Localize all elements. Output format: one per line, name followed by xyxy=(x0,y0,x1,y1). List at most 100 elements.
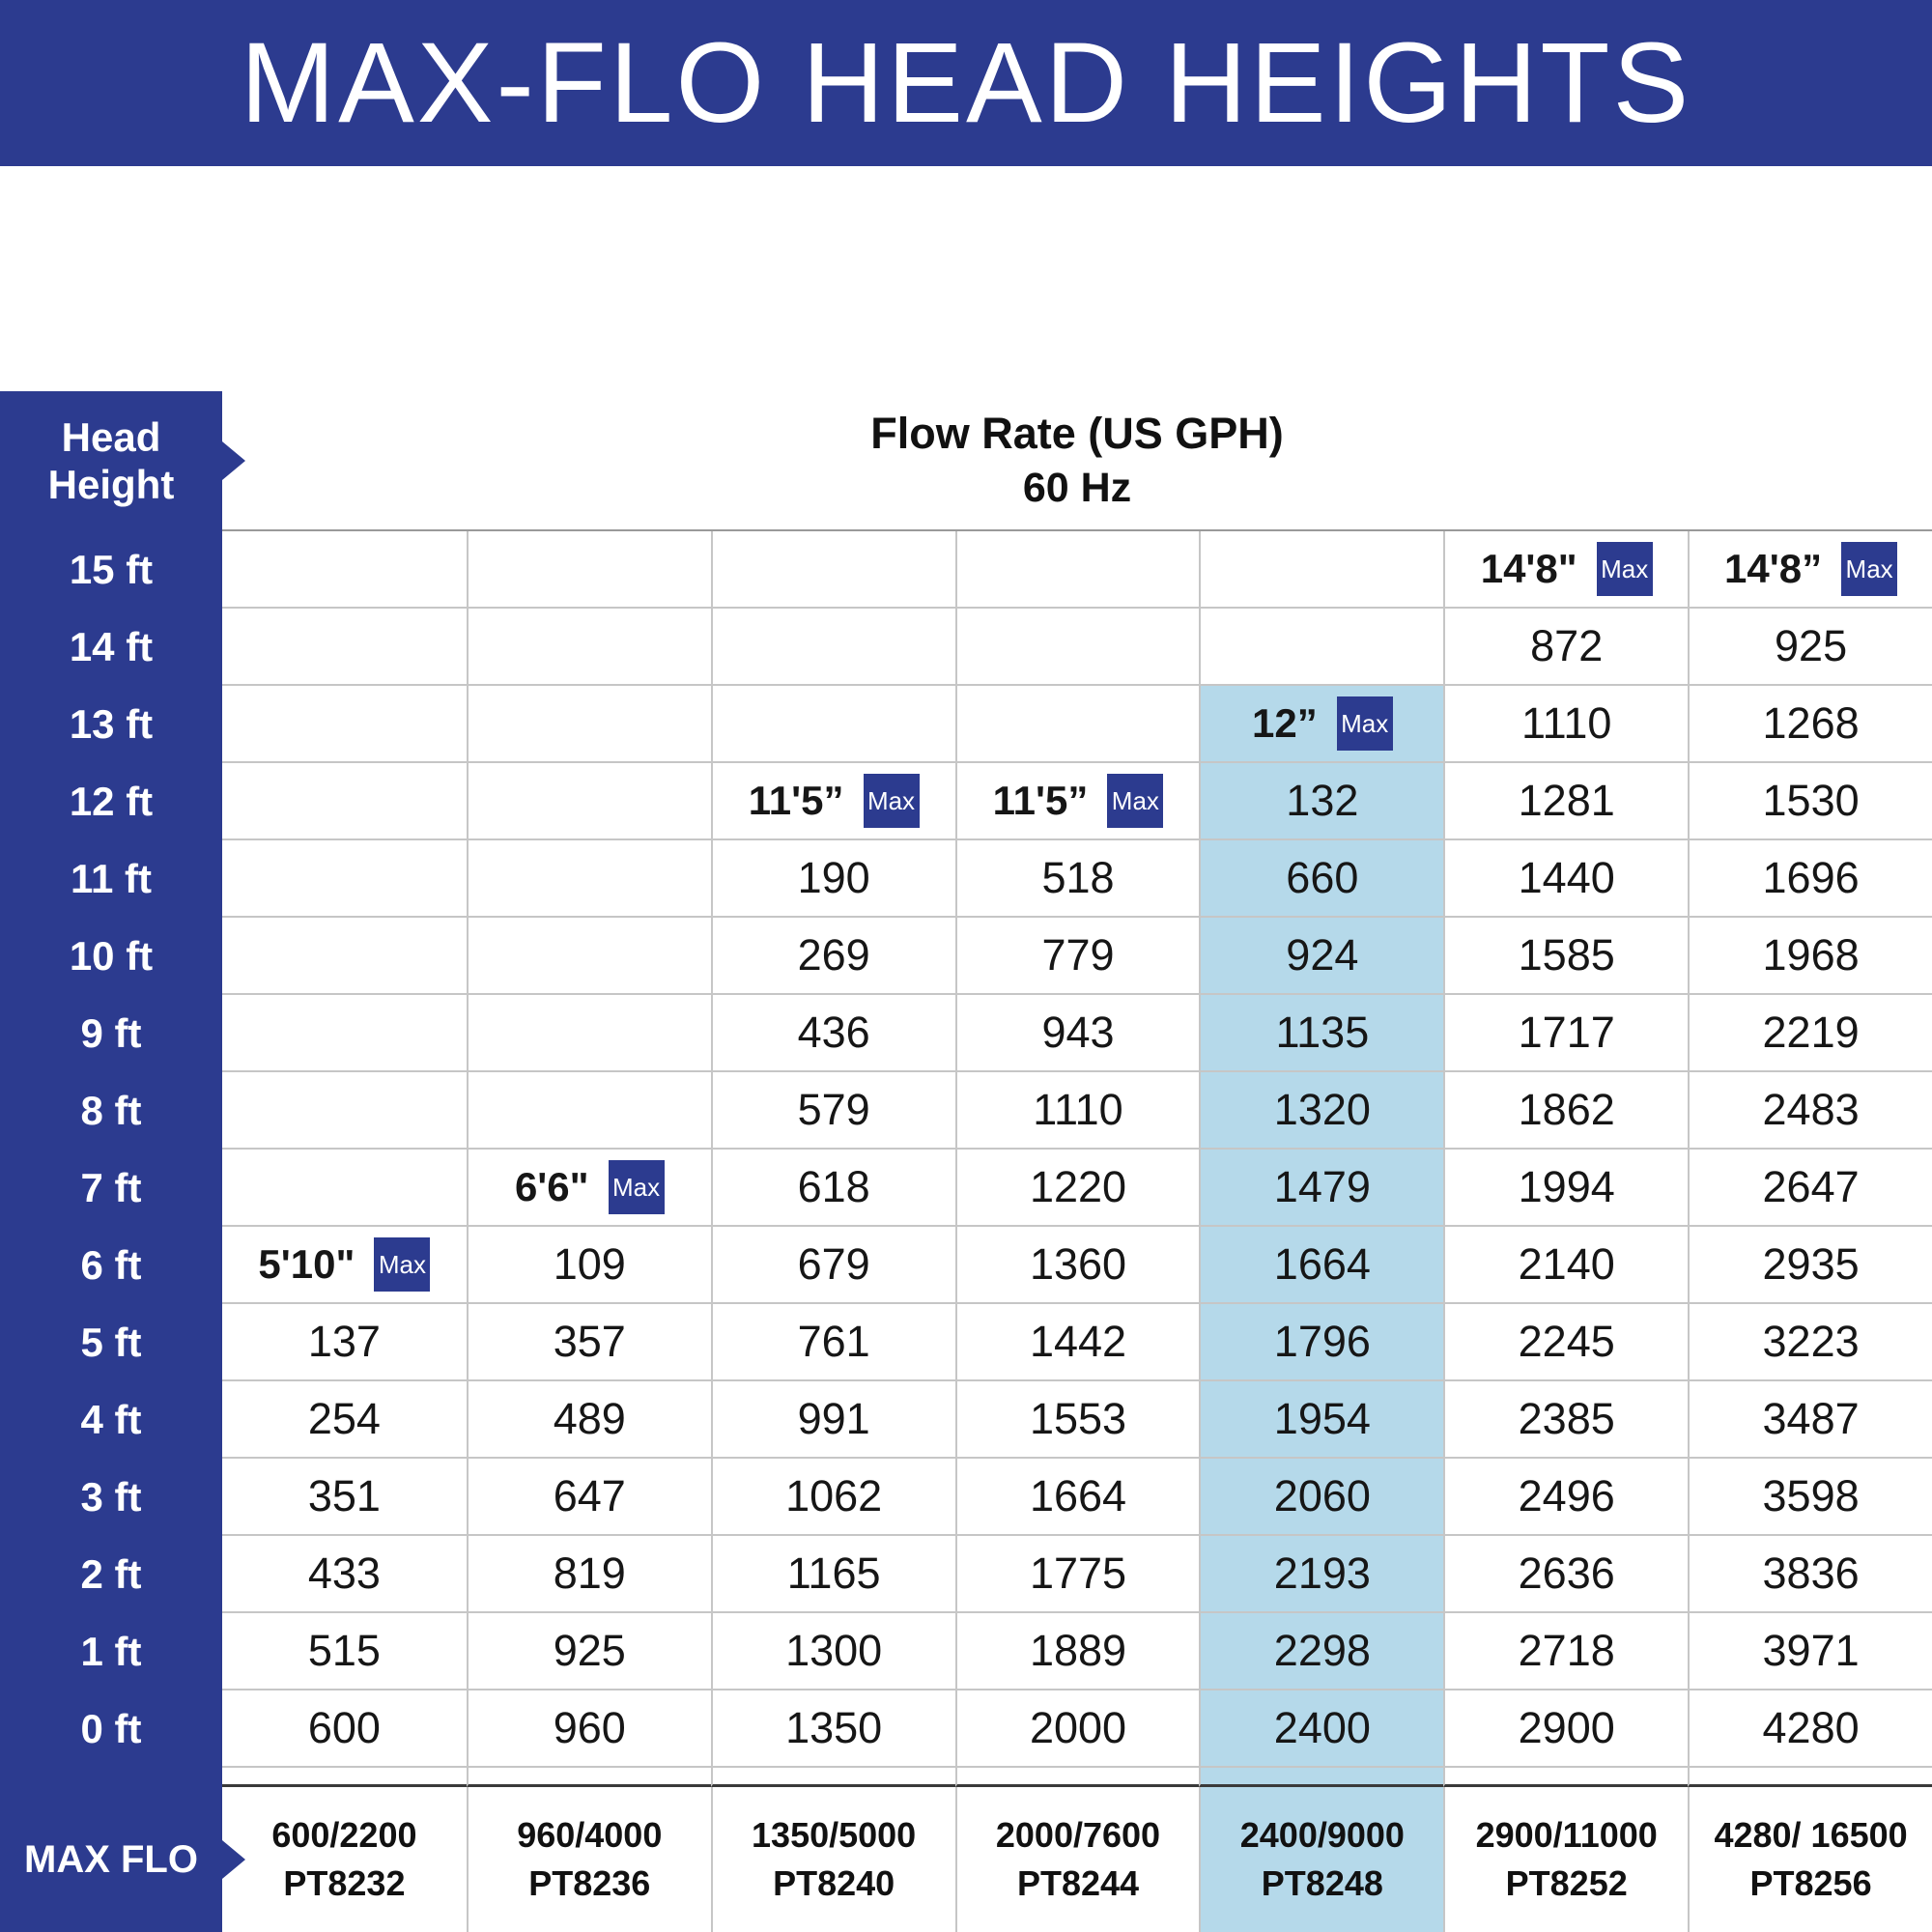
flow-value-PT8256-2-ft: 3836 xyxy=(1688,1536,1932,1613)
flow-value-PT8256-13-ft: 1268 xyxy=(1688,686,1932,763)
maxflo-cell-PT8244: 2000/7600 PT8244 xyxy=(954,1787,1200,1932)
max-badge-PT8252: Max xyxy=(1596,542,1653,596)
gap-cell-PT8244 xyxy=(954,1768,1200,1787)
flow-value-PT8240-1-ft: 1300 xyxy=(710,1613,955,1690)
cell-PT8236-12-ft xyxy=(466,763,711,840)
max-badge-PT8256: Max xyxy=(1841,542,1898,596)
cell-PT8240-12-ft: 11'5” Max xyxy=(710,763,955,840)
flow-value-PT8240-8-ft: 579 xyxy=(710,1072,955,1150)
cell-PT8236-15-ft xyxy=(466,531,711,609)
flow-value-PT8244-0-ft: 2000 xyxy=(954,1690,1200,1768)
flow-value-PT8240-5-ft: 761 xyxy=(710,1304,955,1381)
cell-PT8244-15-ft xyxy=(954,531,1200,609)
flow-value-PT8244-11-ft: 518 xyxy=(954,840,1200,918)
gap-cell-PT8248 xyxy=(1199,1768,1444,1787)
row-label-2-ft: 2 ft xyxy=(0,1536,222,1613)
row-label-5-ft: 5 ft xyxy=(0,1304,222,1381)
flow-value-PT8232-3-ft: 351 xyxy=(222,1459,467,1536)
flow-value-PT8240-4-ft: 991 xyxy=(710,1381,955,1459)
max-head-label-PT8256: 14'8” xyxy=(1724,546,1823,591)
maxflo-value-PT8240: 1350/5000 xyxy=(752,1814,917,1855)
flow-value-PT8244-3-ft: 1664 xyxy=(954,1459,1200,1536)
flow-value-PT8248-6-ft: 1664 xyxy=(1199,1227,1444,1304)
cell-PT8232-10-ft xyxy=(222,918,467,995)
row-label-0-ft: 0 ft xyxy=(0,1690,222,1768)
flow-value-PT8256-12-ft: 1530 xyxy=(1688,763,1932,840)
cell-PT8232-13-ft xyxy=(222,686,467,763)
flow-value-PT8248-2-ft: 2193 xyxy=(1199,1536,1444,1613)
flow-value-PT8248-9-ft: 1135 xyxy=(1199,995,1444,1072)
flow-value-PT8248-3-ft: 2060 xyxy=(1199,1459,1444,1536)
cell-PT8232-15-ft xyxy=(222,531,467,609)
flow-value-PT8252-6-ft: 2140 xyxy=(1443,1227,1689,1304)
cell-PT8232-14-ft xyxy=(222,609,467,686)
flow-value-PT8240-11-ft: 190 xyxy=(710,840,955,918)
flow-value-PT8256-14-ft: 925 xyxy=(1688,609,1932,686)
maxflo-value-PT8248: 2400/9000 xyxy=(1239,1814,1405,1855)
flow-value-PT8232-0-ft: 600 xyxy=(222,1690,467,1768)
maxflo-cell-PT8256: 4280/ 16500 PT8256 xyxy=(1688,1787,1932,1932)
row-label-6-ft: 6 ft xyxy=(0,1227,222,1304)
flow-value-PT8252-1-ft: 2718 xyxy=(1443,1613,1689,1690)
gap-cell-PT8236 xyxy=(466,1768,711,1787)
flow-value-PT8236-6-ft: 109 xyxy=(466,1227,711,1304)
flow-value-PT8232-4-ft: 254 xyxy=(222,1381,467,1459)
flow-value-PT8244-5-ft: 1442 xyxy=(954,1304,1200,1381)
flow-value-PT8256-1-ft: 3971 xyxy=(1688,1613,1932,1690)
max-head-label-PT8244: 11'5” xyxy=(992,778,1089,823)
row-label-14-ft: 14 ft xyxy=(0,609,222,686)
flow-rate-title: Flow Rate (US GPH) xyxy=(870,409,1284,458)
flow-value-PT8252-8-ft: 1862 xyxy=(1443,1072,1689,1150)
max-head-label-PT8240: 11'5” xyxy=(748,778,844,823)
rail-spacer xyxy=(0,1768,222,1787)
flow-value-PT8248-1-ft: 2298 xyxy=(1199,1613,1444,1690)
model-number-PT8232: PT8232 xyxy=(283,1863,406,1903)
flow-value-PT8236-2-ft: 819 xyxy=(466,1536,711,1613)
flow-value-PT8252-3-ft: 2496 xyxy=(1443,1459,1689,1536)
maxflo-value-PT8236: 960/4000 xyxy=(517,1814,663,1855)
cell-PT8248-15-ft xyxy=(1199,531,1444,609)
flow-value-PT8244-1-ft: 1889 xyxy=(954,1613,1200,1690)
gap-cell-PT8232 xyxy=(222,1768,467,1787)
cell-PT8232-9-ft xyxy=(222,995,467,1072)
row-label-11-ft: 11 ft xyxy=(0,840,222,918)
cell-PT8248-14-ft xyxy=(1199,609,1444,686)
flow-value-PT8252-12-ft: 1281 xyxy=(1443,763,1689,840)
cell-PT8236-8-ft xyxy=(466,1072,711,1150)
max-badge-PT8240: Max xyxy=(863,774,920,828)
row-label-12-ft: 12 ft xyxy=(0,763,222,840)
flow-value-PT8244-10-ft: 779 xyxy=(954,918,1200,995)
flow-value-PT8256-10-ft: 1968 xyxy=(1688,918,1932,995)
flow-value-PT8256-6-ft: 2935 xyxy=(1688,1227,1932,1304)
flow-value-PT8256-3-ft: 3598 xyxy=(1688,1459,1932,1536)
cell-PT8232-6-ft: 5'10" Max xyxy=(222,1227,467,1304)
cell-PT8232-11-ft xyxy=(222,840,467,918)
flow-value-PT8240-9-ft: 436 xyxy=(710,995,955,1072)
flow-rate-header: Flow Rate (US GPH) 60 Hz xyxy=(222,391,1932,531)
maxflo-cell-PT8232: 600/2200 PT8232 xyxy=(222,1787,467,1932)
row-label-9-ft: 9 ft xyxy=(0,995,222,1072)
flow-value-PT8232-1-ft: 515 xyxy=(222,1613,467,1690)
max-badge-PT8236: Max xyxy=(608,1160,665,1214)
flow-value-PT8252-11-ft: 1440 xyxy=(1443,840,1689,918)
row-label-4-ft: 4 ft xyxy=(0,1381,222,1459)
cell-PT8236-11-ft xyxy=(466,840,711,918)
flow-value-PT8244-9-ft: 943 xyxy=(954,995,1200,1072)
row-label-7-ft: 7 ft xyxy=(0,1150,222,1227)
cell-PT8244-12-ft: 11'5” Max xyxy=(954,763,1200,840)
flow-value-PT8248-8-ft: 1320 xyxy=(1199,1072,1444,1150)
max-head-label-PT8232: 5'10" xyxy=(258,1241,355,1287)
model-number-PT8240: PT8240 xyxy=(773,1863,895,1903)
row-label-13-ft: 13 ft xyxy=(0,686,222,763)
cell-PT8232-12-ft xyxy=(222,763,467,840)
title-banner: MAX-FLO HEAD HEIGHTS xyxy=(0,0,1932,166)
flow-value-PT8240-6-ft: 679 xyxy=(710,1227,955,1304)
flow-value-PT8236-3-ft: 647 xyxy=(466,1459,711,1536)
head-height-axis-line2: Height xyxy=(47,461,175,507)
model-number-PT8248: PT8248 xyxy=(1261,1863,1383,1903)
cell-PT8236-14-ft xyxy=(466,609,711,686)
flow-value-PT8252-7-ft: 1994 xyxy=(1443,1150,1689,1227)
row-label-10-ft: 10 ft xyxy=(0,918,222,995)
flow-value-PT8248-10-ft: 924 xyxy=(1199,918,1444,995)
maxflo-value-PT8252: 2900/11000 xyxy=(1475,1814,1658,1855)
